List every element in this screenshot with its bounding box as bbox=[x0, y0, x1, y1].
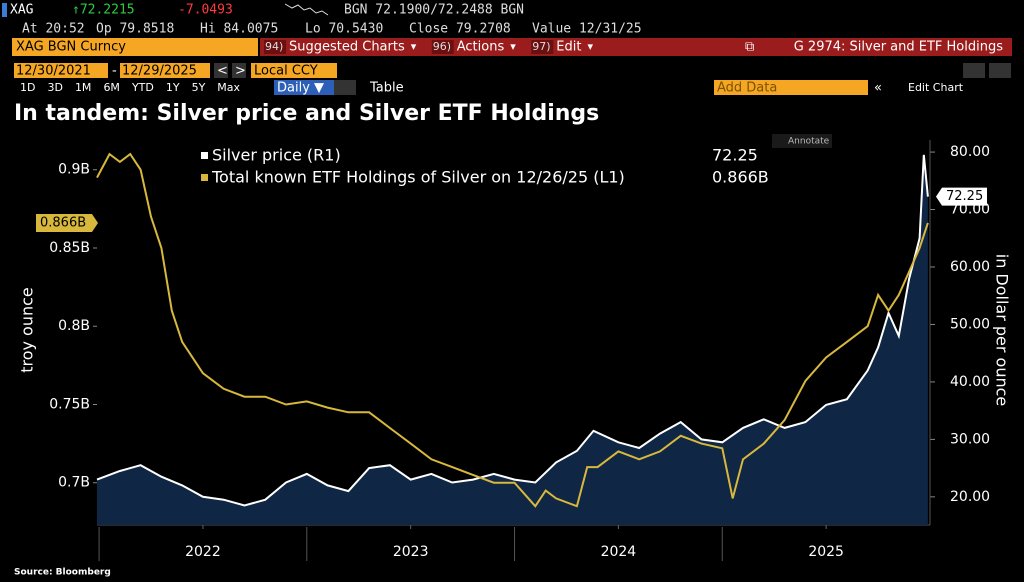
menu-item[interactable]: Actions bbox=[457, 40, 505, 55]
x-tick-label: 2023 bbox=[393, 544, 429, 560]
legend-label: Total known ETF Holdings of Silver on 12… bbox=[211, 168, 625, 187]
frequency: Daily ▼ bbox=[277, 81, 324, 96]
time: At 20:52 bbox=[22, 22, 85, 37]
y2-tick-label: 50.00 bbox=[950, 316, 990, 332]
menu-number: 96) bbox=[433, 40, 451, 53]
table-button[interactable]: Table bbox=[369, 81, 404, 96]
next-button[interactable] bbox=[232, 63, 246, 78]
chart-title: In tandem: Silver price and Silver ETF H… bbox=[14, 101, 599, 126]
quote: BGN 72.1900/72.2488 BGN bbox=[344, 3, 524, 18]
ticker-marker bbox=[2, 3, 7, 17]
end-date: 12/29/2025 bbox=[122, 64, 197, 79]
last-value-label: 0.866B bbox=[40, 215, 86, 230]
end-date-field[interactable] bbox=[120, 63, 210, 78]
period-button[interactable]: 1D bbox=[20, 81, 35, 94]
next-icon: > bbox=[235, 64, 246, 79]
low: Lo 70.5430 bbox=[305, 22, 383, 37]
last-value-label: 72.25 bbox=[946, 189, 983, 204]
menu-arrow: ▾ bbox=[510, 40, 516, 53]
y-tick-label: 0.9B bbox=[58, 162, 90, 178]
frequency-field[interactable] bbox=[274, 80, 352, 95]
period-button[interactable]: 1M bbox=[75, 81, 92, 94]
close: Close 79.2708 bbox=[409, 22, 511, 37]
add-data: Add Data bbox=[717, 81, 777, 96]
menu-arrow: ▾ bbox=[587, 40, 593, 53]
last-value-box bbox=[936, 187, 987, 206]
x-tick-label: 2022 bbox=[185, 544, 221, 560]
y2-axis-title: in Dollar per ounce bbox=[993, 254, 1012, 407]
currency: Local CCY bbox=[254, 64, 318, 79]
y2-tick-label: 30.00 bbox=[950, 431, 990, 447]
y2-tick-label: 80.00 bbox=[950, 144, 990, 160]
prev-icon: < bbox=[217, 64, 228, 79]
menu-arrow: ▾ bbox=[411, 40, 417, 53]
menu-number-box bbox=[531, 40, 554, 54]
menu-number: 94) bbox=[265, 40, 283, 53]
sparkline bbox=[284, 3, 329, 16]
line bbox=[96, 154, 929, 507]
period-button[interactable]: Max bbox=[217, 81, 240, 94]
legend-swatch bbox=[201, 174, 208, 181]
legend-value: 72.25 bbox=[712, 146, 758, 165]
y2-tick-label: 60.00 bbox=[950, 259, 990, 275]
high: Hi 84.0075 bbox=[200, 22, 278, 37]
add-data-field[interactable] bbox=[714, 80, 868, 95]
annotate: Annotate bbox=[788, 137, 830, 147]
annotate-button[interactable] bbox=[772, 134, 832, 148]
chart-type-button[interactable] bbox=[334, 80, 356, 95]
security-field[interactable] bbox=[12, 38, 258, 56]
x-tick-label: 2025 bbox=[808, 544, 844, 560]
y-tick-label: 0.8B bbox=[58, 318, 90, 334]
menu-item[interactable]: Suggested Charts bbox=[289, 40, 405, 55]
legend-value: 0.866B bbox=[712, 168, 769, 187]
prev-button[interactable] bbox=[214, 63, 228, 78]
x-tick-label: 2024 bbox=[601, 544, 637, 560]
y-tick-label: 0.75B bbox=[49, 396, 90, 412]
legend-swatch bbox=[201, 152, 208, 159]
chart-id-icon: ⧉ bbox=[745, 40, 754, 55]
chart-id[interactable]: G 2974: Silver and ETF Holdings bbox=[794, 40, 1003, 55]
menu-number-box bbox=[431, 40, 454, 54]
currency-field[interactable] bbox=[251, 63, 337, 78]
menu-number: 97) bbox=[532, 40, 550, 53]
last-value-box bbox=[36, 213, 98, 232]
redo-button[interactable] bbox=[989, 63, 1011, 78]
last-price: ↑72.2215 bbox=[72, 3, 135, 18]
security: XAG BGN Curncy bbox=[16, 40, 126, 55]
y-tick-label: 0.7B bbox=[58, 475, 90, 491]
y-axis-title: troy ounce bbox=[18, 287, 37, 373]
legend-label: Silver price (R1) bbox=[212, 146, 341, 165]
undo-button[interactable] bbox=[963, 63, 985, 78]
open: Op 79.8518 bbox=[96, 22, 174, 37]
start-date: 12/30/2021 bbox=[16, 64, 91, 79]
collapse-icon: « bbox=[874, 81, 882, 96]
start-date-field[interactable] bbox=[14, 63, 108, 78]
ticker: XAG bbox=[10, 3, 34, 18]
y2-tick-label: 40.00 bbox=[950, 374, 990, 390]
period-button[interactable]: 6M bbox=[103, 81, 120, 94]
period-button[interactable]: 1Y bbox=[166, 81, 180, 94]
period-button[interactable]: 5Y bbox=[192, 81, 206, 94]
net-change: -7.0493 bbox=[178, 3, 233, 18]
area bbox=[97, 154, 928, 525]
menu-number-box bbox=[264, 40, 286, 54]
line bbox=[96, 152, 929, 508]
y2-tick-label: 20.00 bbox=[950, 489, 990, 505]
period-button[interactable]: YTD bbox=[131, 81, 154, 94]
edit-chart[interactable]: Edit Chart bbox=[908, 81, 964, 94]
y-tick-label: 0.85B bbox=[49, 240, 90, 256]
menu-item[interactable]: Edit bbox=[556, 40, 581, 55]
source: Source: Bloomberg bbox=[14, 568, 111, 578]
period-button[interactable]: 3D bbox=[47, 81, 62, 94]
date-sep: - bbox=[112, 64, 117, 79]
value-date: Value 12/31/25 bbox=[532, 22, 642, 37]
